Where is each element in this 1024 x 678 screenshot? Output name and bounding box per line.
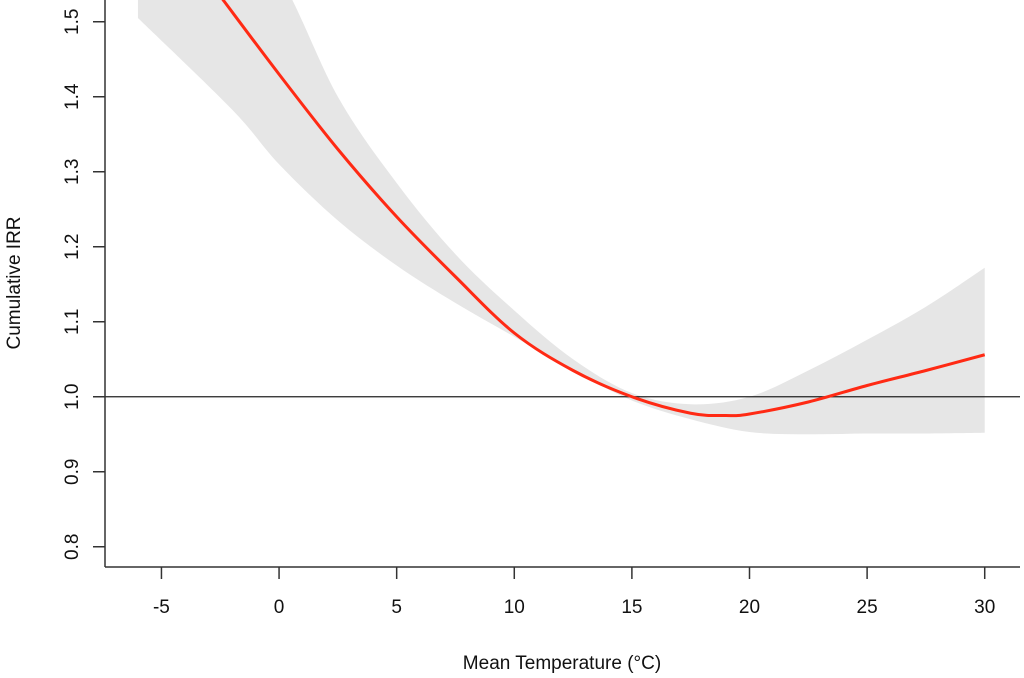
x-tick-label: 5 [391,597,402,618]
x-tick-label: 30 [974,597,995,618]
x-tick-label: 20 [739,597,760,618]
y-tick-label: 1.0 [62,384,83,410]
x-tick-label: 0 [274,597,285,618]
y-tick-label: 0.9 [62,459,83,485]
y-tick-label: 1.4 [62,83,83,110]
x-tick-label: 25 [857,597,878,618]
x-axis-title: Mean Temperature (°C) [463,653,661,674]
x-tick-label: 10 [504,597,525,618]
confidence-band [137,0,985,435]
x-tick-label: -5 [153,597,170,618]
y-tick-label: 0.8 [62,534,83,560]
x-tick-label: 15 [621,597,642,618]
y-tick-label: 1.3 [62,159,83,185]
y-axis-title: Cumulative IRR [4,216,25,349]
y-tick-label: 1.2 [62,234,83,260]
y-tick-label: 1.5 [62,9,83,35]
irr-curve [221,0,986,418]
y-tick-label: 1.1 [62,309,83,335]
